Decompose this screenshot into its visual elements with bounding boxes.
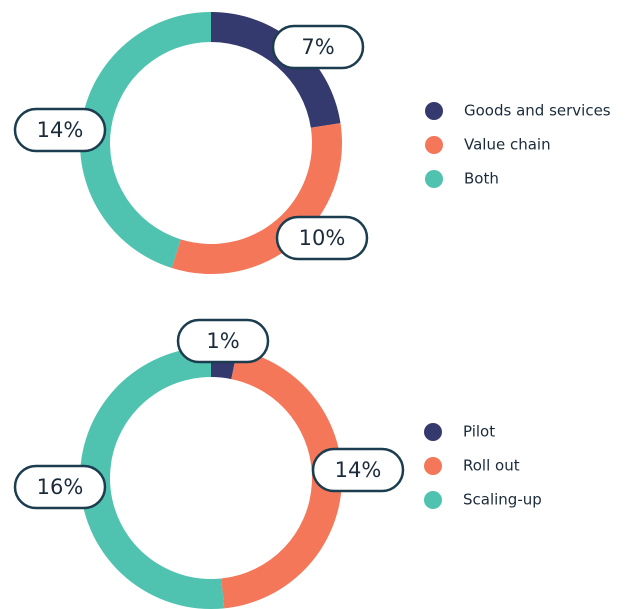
value-label: 14% bbox=[335, 458, 382, 482]
legend-label: Pilot bbox=[463, 423, 495, 441]
legend-label: Roll out bbox=[463, 457, 520, 475]
legend-swatch bbox=[424, 491, 442, 509]
legend-label: Scaling-up bbox=[463, 491, 542, 509]
value-pill bbox=[311, 447, 405, 493]
donut-slice bbox=[221, 349, 342, 609]
legend-label: Both bbox=[464, 170, 499, 188]
value-pill bbox=[176, 318, 270, 364]
legend-swatch bbox=[424, 423, 442, 441]
value-pill bbox=[13, 464, 107, 510]
value-pill bbox=[271, 24, 365, 70]
donut-slice bbox=[80, 347, 225, 609]
value-label: 7% bbox=[301, 35, 334, 59]
legend-label: Goods and services bbox=[464, 102, 611, 120]
value-pill bbox=[275, 215, 369, 261]
value-label: 16% bbox=[37, 475, 84, 499]
legend-label: Value chain bbox=[464, 136, 551, 154]
legend-swatch bbox=[425, 102, 443, 120]
legend-swatch bbox=[425, 170, 443, 188]
donut-slice bbox=[211, 12, 341, 128]
legend-swatch bbox=[424, 457, 442, 475]
donut-slice bbox=[79, 12, 211, 268]
value-label: 10% bbox=[299, 226, 346, 250]
value-pill bbox=[13, 107, 107, 153]
legend-swatch bbox=[425, 136, 443, 154]
value-label: 14% bbox=[37, 118, 84, 142]
value-label: 1% bbox=[206, 329, 239, 353]
